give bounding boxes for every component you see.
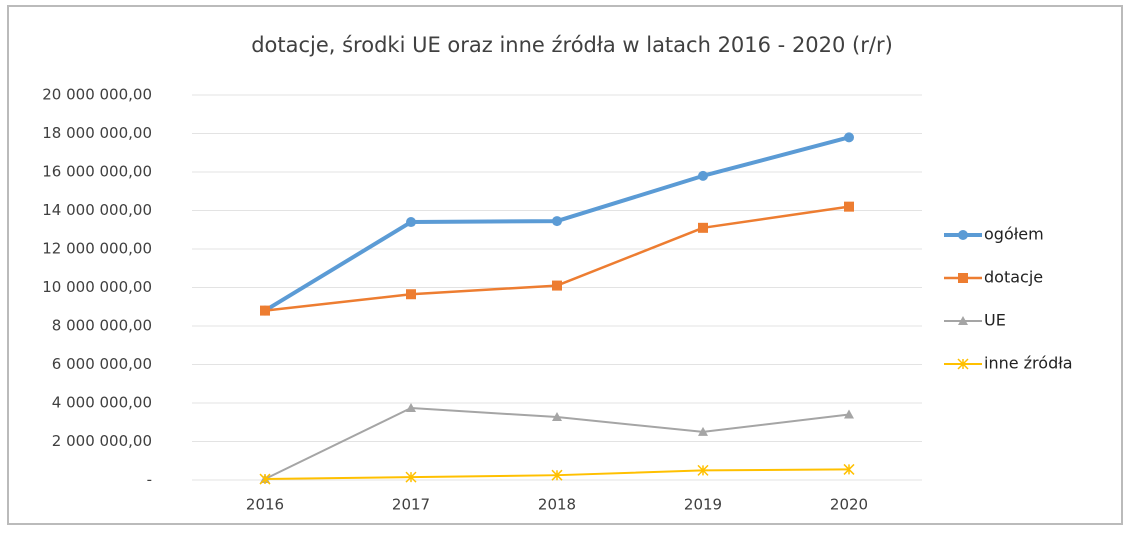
marker xyxy=(958,273,968,283)
marker xyxy=(844,201,854,212)
y-tick-label: 16 000 000,00 xyxy=(42,163,152,181)
marker xyxy=(551,469,563,481)
x-tick-label: 2017 xyxy=(392,496,430,514)
marker xyxy=(957,358,969,370)
marker xyxy=(552,412,562,422)
marker xyxy=(405,471,417,483)
legend-label: inne źródła xyxy=(984,354,1073,373)
marker xyxy=(406,403,416,413)
legend-label: dotacje xyxy=(984,268,1043,287)
marker xyxy=(698,222,708,233)
marker xyxy=(406,217,416,228)
y-tick-label: 18 000 000,00 xyxy=(42,124,152,142)
y-tick-label: 14 000 000,00 xyxy=(42,201,152,219)
y-tick-label: 10 000 000,00 xyxy=(42,278,152,296)
y-tick-label: 6 000 000,00 xyxy=(52,355,152,373)
marker xyxy=(259,473,271,485)
x-tick-label: 2020 xyxy=(830,496,868,514)
marker xyxy=(698,170,708,181)
y-tick-label: - xyxy=(147,471,152,489)
y-tick-label: 4 000 000,00 xyxy=(52,394,152,412)
x-tick-label: 2019 xyxy=(684,496,722,514)
y-tick-label: 20 000 000,00 xyxy=(42,86,152,104)
marker xyxy=(844,132,854,143)
marker xyxy=(552,280,562,291)
x-tick-label: 2016 xyxy=(246,496,284,514)
chart-title: dotacje, środki UE oraz inne źródła w la… xyxy=(251,33,893,57)
marker xyxy=(844,409,854,419)
legend-label: ogółem xyxy=(984,225,1044,244)
x-tick-label: 2018 xyxy=(538,496,576,514)
marker xyxy=(958,230,968,240)
marker xyxy=(552,216,562,227)
marker xyxy=(406,289,416,300)
marker xyxy=(958,316,968,325)
marker xyxy=(260,305,270,316)
marker xyxy=(698,426,708,436)
legend-label: UE xyxy=(984,311,1006,330)
y-tick-label: 12 000 000,00 xyxy=(42,240,152,258)
y-tick-label: 8 000 000,00 xyxy=(52,317,152,335)
marker xyxy=(843,463,855,475)
chart-border xyxy=(7,5,1123,525)
y-tick-label: 2 000 000,00 xyxy=(52,432,152,450)
marker xyxy=(697,464,709,476)
